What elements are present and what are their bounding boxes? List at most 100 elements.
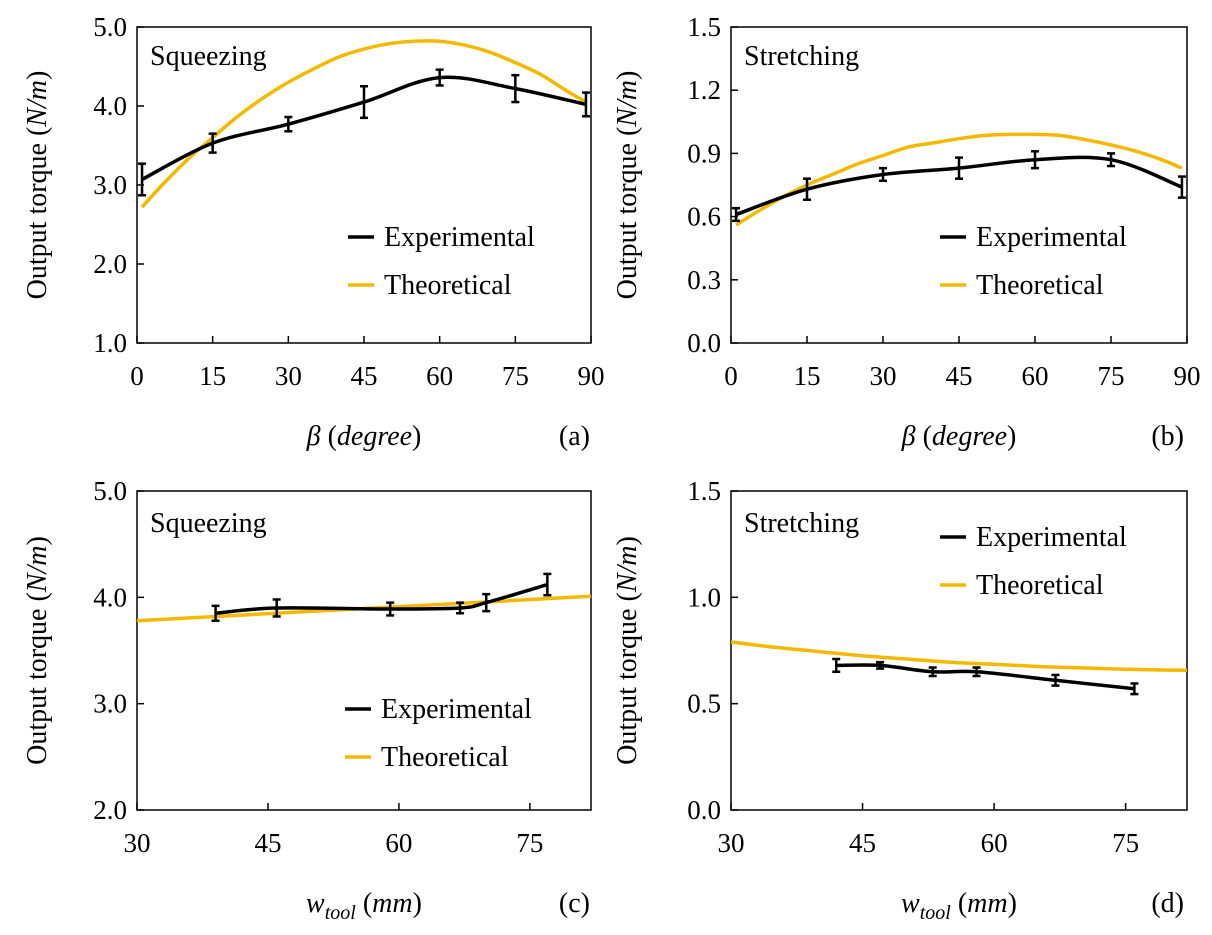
legend-entry: Experimental <box>348 222 535 253</box>
error-bar <box>879 166 887 183</box>
x-tick-label: 0 <box>130 361 144 391</box>
error-bar <box>208 132 217 154</box>
x-axis-label-open: ( <box>951 888 967 919</box>
error-bar <box>1031 150 1039 170</box>
error-bar <box>732 206 741 223</box>
x-axis-label: wtool (mm) <box>306 888 422 924</box>
y-tick-label: 4.0 <box>93 91 127 121</box>
x-tick-label: 45 <box>946 361 973 391</box>
y-tick-label: 1.5 <box>687 476 721 506</box>
x-axis-label-symbol: w <box>306 888 325 919</box>
y-axis-label-unit: N/m <box>612 80 643 128</box>
y-tick-label: 4.0 <box>93 582 127 612</box>
error-bar <box>581 91 590 118</box>
y-axis-label: Output torque (N/m) <box>22 536 53 765</box>
error-bar <box>272 598 281 618</box>
x-axis-label: β (degree) <box>306 421 422 452</box>
y-tick-label: 2.0 <box>93 795 127 825</box>
error-bar <box>482 592 491 613</box>
error-bar <box>435 68 444 87</box>
y-tick-label: 1.0 <box>93 328 127 358</box>
y-tick-label: 0.0 <box>687 328 721 358</box>
error-bar <box>386 601 395 617</box>
plot-frame <box>136 26 592 344</box>
chart-panel-b: 0.0 0.3 0.6 0.9 1.2 1.5 0 15 30 45 60 75 90 Output to… <box>612 12 1201 452</box>
y-axis-label-unit: N/m <box>22 80 53 128</box>
x-axis-label-open: ( <box>916 421 932 452</box>
y-axis-label-close: ) <box>612 536 643 545</box>
legend-label: Experimental <box>976 522 1127 553</box>
y-tick-label: 2.0 <box>93 249 127 279</box>
x-axis-label-subscript: tool <box>325 902 357 924</box>
x-tick-label: 75 <box>516 828 543 858</box>
x-tick-label: 45 <box>849 828 876 858</box>
legend-entry: Experimental <box>940 222 1127 253</box>
x-tick-label: 45 <box>254 828 281 858</box>
x-tick-label: 45 <box>351 361 378 391</box>
legend-entry: Theoretical <box>348 270 512 301</box>
legend-entry: Experimental <box>940 522 1127 553</box>
y-axis-label-close: ) <box>22 71 53 80</box>
error-bar <box>543 572 552 597</box>
legend-entry: Theoretical <box>345 742 509 773</box>
y-tick-label: 5.0 <box>93 12 127 42</box>
x-axis-label-close: ) <box>413 888 422 919</box>
y-axis-label: Output torque (N/m) <box>612 71 643 300</box>
legend-label: Theoretical <box>381 742 509 773</box>
x-tick-label: 90 <box>578 361 605 391</box>
y-axis-label-close: ) <box>612 71 643 80</box>
legend-label: Theoretical <box>384 270 512 301</box>
x-tick-label: 30 <box>275 361 302 391</box>
y-tick-label: 0.5 <box>687 689 721 719</box>
error-bar <box>803 177 811 201</box>
x-axis-label-close: ) <box>1007 421 1016 452</box>
plot-frame <box>730 26 1188 344</box>
error-bar <box>456 601 465 615</box>
error-bar <box>360 85 368 120</box>
x-tick-label: 60 <box>1022 361 1049 391</box>
error-bar <box>1107 152 1115 168</box>
error-bar <box>955 156 963 180</box>
x-tick-label: 75 <box>502 361 529 391</box>
x-axis-label: wtool (mm) <box>901 888 1017 924</box>
y-tick-label: 1.5 <box>687 12 721 42</box>
x-tick-label: 30 <box>718 828 745 858</box>
y-axis-label-text: Output torque ( <box>22 127 53 300</box>
panel-annotation: Stretching <box>744 508 859 539</box>
x-tick-label: 15 <box>199 361 226 391</box>
y-tick-label: 3.0 <box>93 170 127 200</box>
error-bar <box>876 660 885 670</box>
x-tick-label: 75 <box>1098 361 1125 391</box>
x-tick-label: 60 <box>426 361 453 391</box>
error-bar <box>1130 682 1139 696</box>
error-bar <box>284 115 293 133</box>
y-tick-label: 0.6 <box>687 202 721 232</box>
x-axis-label-close: ) <box>412 421 421 452</box>
error-bar <box>832 657 841 674</box>
panel-label: (b) <box>1151 421 1184 452</box>
x-axis-label-unit: degree <box>337 421 412 452</box>
legend-label: Theoretical <box>976 270 1104 301</box>
error-bar <box>1177 175 1186 199</box>
x-axis-label-open: ( <box>321 421 337 452</box>
y-axis-label: Output torque (N/m) <box>22 71 53 300</box>
x-tick-label: 30 <box>870 361 897 391</box>
plot-frame <box>730 490 1188 811</box>
x-tick-label: 90 <box>1174 361 1201 391</box>
series-line-experimental <box>836 663 1135 691</box>
y-axis-label-text: Output torque ( <box>612 592 643 765</box>
y-tick-label: 1.2 <box>687 75 721 105</box>
x-axis-label-symbol: β <box>901 421 916 452</box>
x-tick-label: 0 <box>724 361 738 391</box>
y-tick-label: 0.0 <box>687 795 721 825</box>
x-axis-label-unit: mm <box>372 888 412 919</box>
x-axis-label-symbol: w <box>901 888 920 919</box>
x-tick-label: 30 <box>124 828 151 858</box>
legend-label: Experimental <box>976 222 1127 253</box>
series-line-theoretical <box>730 640 1188 673</box>
legend-label: Experimental <box>381 694 532 725</box>
y-axis-label: Output torque (N/m) <box>612 536 643 765</box>
x-tick-label: 15 <box>794 361 821 391</box>
